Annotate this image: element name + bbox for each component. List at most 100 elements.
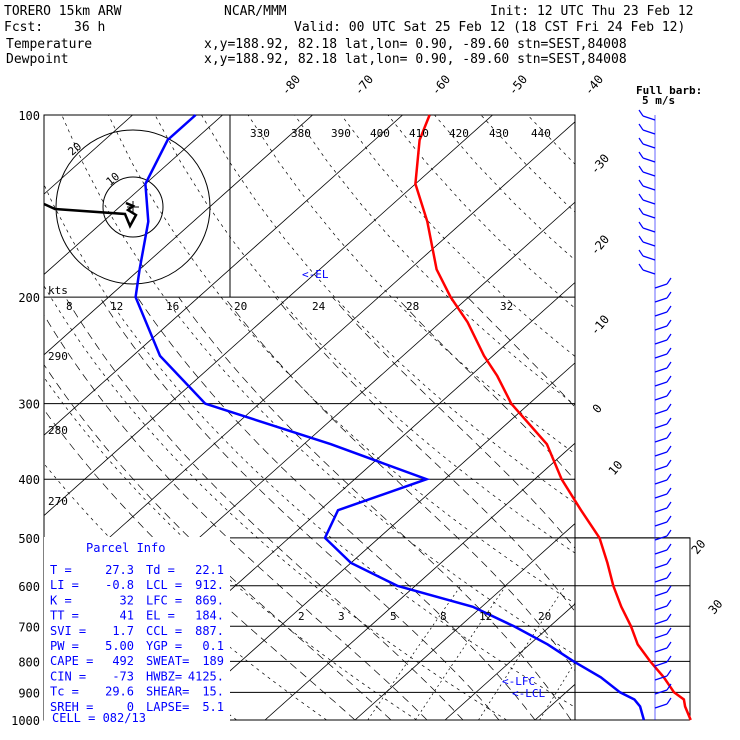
- moist-adiabat-line: [275, 296, 575, 613]
- wind-barb: [654, 543, 672, 555]
- dry-adiabat-line: [44, 463, 327, 720]
- isotherm-line: [44, 115, 223, 276]
- parcel-value: 22.1: [195, 563, 224, 577]
- parcel-cell: CELL = 082/13: [52, 711, 146, 725]
- wind-barb: [638, 249, 656, 261]
- wind-barb: [654, 501, 672, 513]
- wind-barb: [654, 515, 672, 527]
- isotherm-line: [174, 362, 575, 720]
- parcel-label: PW =: [50, 639, 79, 653]
- isotherm-label: -20: [588, 232, 613, 258]
- parcel-label: LCL =: [146, 578, 182, 592]
- parcel-value: 492: [112, 654, 134, 668]
- hodograph-ring-10: [102, 176, 164, 238]
- dry-adiabat-line: [154, 115, 575, 554]
- isotherm-line: [44, 115, 313, 356]
- pressure-tick-label: 700: [18, 620, 40, 634]
- dewpoint-legend: Dewpoint: [6, 52, 69, 67]
- hodograph-label-20: 20: [66, 140, 85, 158]
- wind-barb: [638, 235, 656, 247]
- parcel-label: LAPSE=: [146, 700, 189, 714]
- mixing-ratio-label: 8: [440, 610, 447, 623]
- parcel-value: 27.3: [105, 563, 134, 577]
- mixing-ratio-label: 20: [538, 610, 551, 623]
- theta-label: 390: [331, 127, 351, 140]
- mixing-ratio-label: 12: [479, 610, 492, 623]
- parcel-value: 5.1: [202, 700, 224, 714]
- dry-adiabat-label: 290: [48, 350, 68, 363]
- wind-barb: [654, 599, 672, 611]
- parcel-value: 189: [202, 654, 224, 668]
- org-label: NCAR/MMM: [224, 4, 287, 19]
- parcel-label: Tc =: [50, 685, 79, 699]
- thetae-label: 8: [66, 300, 73, 313]
- lcl-label: <-LCL: [512, 687, 545, 700]
- dry-adiabat-line: [44, 183, 575, 708]
- el-label: <-EL: [302, 268, 329, 281]
- parcel-value: 0: [127, 700, 134, 714]
- pressure-tick-label: 300: [18, 398, 40, 412]
- theta-label: 330: [250, 127, 270, 140]
- wind-barb: [654, 305, 672, 317]
- isotherm-line: [264, 442, 575, 720]
- pressure-tick-label: 800: [18, 655, 40, 669]
- hodograph-trace: [43, 201, 138, 229]
- theta-label: 430: [489, 127, 509, 140]
- dry-adiabat-line: [341, 115, 575, 357]
- fcst-label: Fcst:: [4, 20, 43, 35]
- wind-barb: [654, 347, 672, 359]
- moist-adiabat-line: [332, 296, 575, 549]
- parcel-label: LFC =: [146, 593, 182, 607]
- theta-label: 420: [449, 127, 469, 140]
- dry-adiabat-line: [387, 115, 575, 309]
- parcel-label: SHEAR=: [146, 685, 189, 699]
- isotherm-line: [625, 115, 740, 720]
- wind-barb: [654, 683, 672, 695]
- dry-adiabat-line: [621, 115, 740, 720]
- wind-barb: [654, 459, 672, 471]
- lfc-label: <-LFC: [502, 675, 535, 688]
- isotherm-label: -50: [506, 72, 531, 98]
- init-label: Init: 12 UTC Thu 23 Feb 12: [490, 4, 694, 19]
- wind-barb: [654, 431, 672, 443]
- wind-barb: [654, 473, 672, 485]
- wind-barb: [654, 585, 672, 597]
- dry-adiabat-line: [714, 115, 740, 720]
- wind-barb: [638, 151, 656, 163]
- mixing-ratio-label: 3: [338, 610, 345, 623]
- parcel-value: 912.: [195, 578, 224, 592]
- wind-barb: [654, 445, 672, 457]
- thetae-label: 32: [500, 300, 513, 313]
- dewpoint-profile: [134, 114, 646, 721]
- wind-barb: [638, 193, 656, 205]
- parcel-label: K =: [50, 593, 72, 607]
- parcel-value: -73: [112, 669, 134, 683]
- isotherm-label: -10: [588, 312, 613, 338]
- parcel-value: 29.6: [105, 685, 134, 699]
- mixing-ratio-line: [539, 661, 575, 720]
- parcel-label: SREH =: [50, 700, 93, 714]
- pressure-tick-label: 500: [18, 532, 40, 546]
- isotherm-line: [44, 115, 403, 436]
- parcel-value: 4125.: [188, 669, 224, 683]
- isotherm-line: [44, 115, 493, 517]
- parcel-value: 41: [120, 609, 134, 623]
- wind-barb: [638, 179, 656, 191]
- dry-adiabat-line: [527, 115, 575, 165]
- isotherm-label: -70: [352, 72, 377, 98]
- parcel-value: 0.1: [202, 639, 224, 653]
- parcel-label: T =: [50, 563, 72, 577]
- pressure-tick-label: 100: [18, 109, 40, 123]
- parcel-value: 15.: [202, 685, 224, 699]
- isotherm-label: 10: [606, 458, 626, 478]
- thetae-label: 28: [406, 300, 419, 313]
- isotherm-line: [444, 603, 575, 720]
- moist-adiabat-line: [396, 296, 575, 481]
- parcel-label: TT =: [50, 609, 79, 623]
- location-line-2: x,y=188.92, 82.18 lat,lon= 0.90, -89.60 …: [204, 52, 627, 67]
- mixing-ratio-line: [367, 585, 461, 720]
- dry-adiabat-line: [434, 115, 575, 261]
- parcel-label: YGP =: [146, 639, 182, 653]
- dry-adiabat-label: 280: [48, 424, 68, 437]
- wind-barb: [654, 655, 672, 667]
